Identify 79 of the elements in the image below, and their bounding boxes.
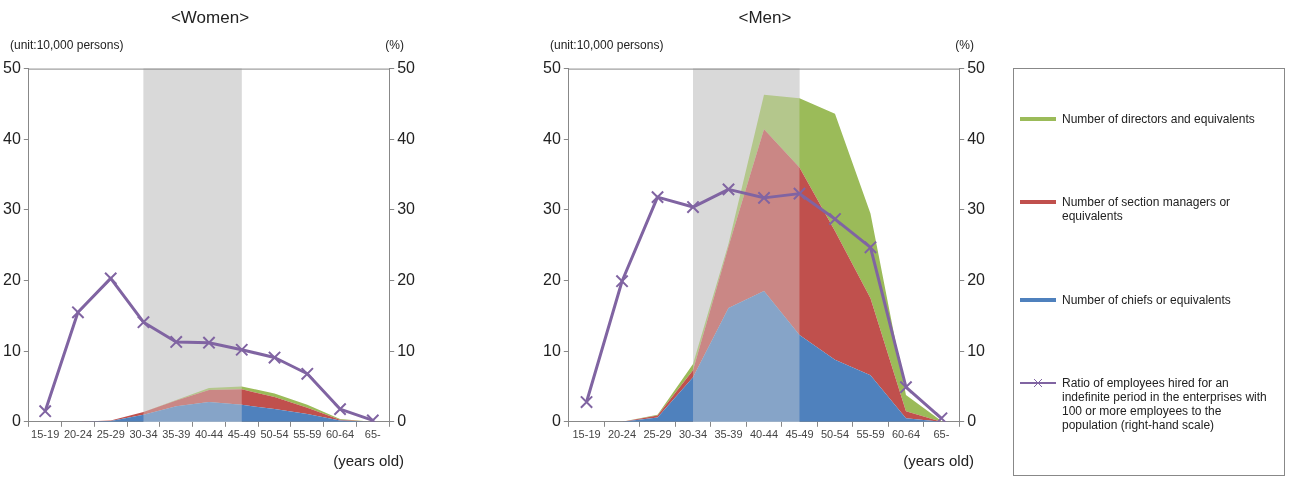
- x-tick-label: 65-: [364, 428, 382, 441]
- x-tick-label: 65-: [933, 428, 950, 441]
- legend-label: Number of directors and equivalents: [1062, 111, 1255, 126]
- y-tick-label: 50: [3, 59, 21, 77]
- y2-tick-label: 40: [397, 129, 416, 147]
- y-tick-label: 0: [551, 412, 561, 430]
- x-tick-label: 50-54: [260, 428, 289, 441]
- x-tick-label: 45-49: [227, 428, 256, 441]
- y-tick-label: 10: [543, 341, 561, 359]
- y-tick-label: 10: [3, 341, 21, 359]
- x-tick-label: 30-34: [129, 428, 158, 441]
- x-tick-label: 55-59: [293, 428, 322, 441]
- y2-tick-label: 10: [967, 341, 986, 359]
- x-tick-label: 60-64: [325, 428, 355, 441]
- point: [686, 200, 700, 214]
- y2-axis-title: (%): [385, 38, 404, 52]
- point: [38, 404, 52, 418]
- point: [235, 343, 249, 357]
- chart-title: <Men>: [737, 8, 793, 28]
- chart-title: <Women>: [169, 8, 251, 28]
- point: [615, 274, 629, 288]
- y-tick-label: 40: [543, 129, 561, 147]
- x-tick-label: 30-34: [678, 428, 708, 441]
- x-tick-label: 25-29: [96, 428, 125, 441]
- x-tick-label: 60-64: [891, 428, 921, 441]
- legend-label: Number of section managers or equivalents: [1062, 195, 1232, 224]
- x-tick-label: 40-44: [749, 428, 779, 441]
- point: [579, 395, 594, 409]
- x-tick-label: 25-29: [643, 428, 672, 441]
- point: [899, 380, 913, 394]
- y-axis-title: (unit:10,000 persons): [10, 38, 124, 52]
- y-tick-label: 0: [11, 412, 21, 430]
- point: [934, 411, 949, 422]
- point: [721, 182, 736, 197]
- point: [169, 335, 183, 349]
- y2-tick-label: 40: [967, 129, 986, 147]
- point: [792, 186, 807, 201]
- y2-tick-label: 30: [967, 200, 986, 218]
- point: [757, 191, 771, 205]
- x-tick-label: 55-59: [856, 428, 885, 441]
- y-tick-label: 40: [3, 129, 21, 147]
- y2-tick-label: 0: [967, 412, 977, 430]
- point: [863, 240, 878, 254]
- y2-tick-label: 50: [967, 59, 986, 77]
- y-axis-title: (unit:10,000 persons): [550, 38, 664, 52]
- y-tick-label: 30: [543, 200, 561, 218]
- y2-tick-label: 20: [967, 270, 986, 288]
- point: [202, 336, 216, 350]
- x-tick-label: 15-19: [31, 428, 60, 441]
- x-tick-label: 35-39: [162, 428, 191, 441]
- y-tick-label: 30: [3, 200, 21, 218]
- y-tick-label: 50: [543, 59, 561, 77]
- y2-tick-label: 50: [397, 59, 416, 77]
- x-tick-label: 20-24: [607, 428, 637, 441]
- legend-label: Ratio of employees hired for an indefinite period in the enterprises with 100 or more employees to the population (right-hand scale): [1062, 376, 1268, 433]
- y2-tick-label: 20: [397, 270, 416, 288]
- point: [333, 402, 347, 416]
- x-tick-label: 15-19: [572, 428, 601, 441]
- x-tick-label: 20-24: [63, 428, 93, 441]
- y2-axis-title: (%): [955, 38, 974, 52]
- point: [828, 212, 842, 226]
- x-tick-label: 40-44: [194, 428, 224, 441]
- point: [136, 315, 151, 329]
- x-tick-label: 50-54: [820, 428, 850, 441]
- x-tick-label: 45-49: [785, 428, 814, 441]
- point: [300, 367, 314, 381]
- point: [267, 350, 282, 365]
- x-tick-label: 35-39: [714, 428, 743, 441]
- y2-tick-label: 10: [397, 341, 416, 359]
- y2-tick-label: 0: [397, 412, 407, 430]
- x-axis-title: (years old): [333, 452, 404, 469]
- point: [650, 190, 665, 204]
- legend-label: Number of chiefs or equivalents: [1062, 292, 1231, 307]
- y-tick-label: 20: [3, 270, 21, 288]
- y2-tick-label: 30: [397, 200, 416, 218]
- y-tick-label: 20: [543, 270, 561, 288]
- point: [71, 305, 85, 319]
- x-axis-title: (years old): [903, 452, 974, 469]
- point: [104, 271, 118, 286]
